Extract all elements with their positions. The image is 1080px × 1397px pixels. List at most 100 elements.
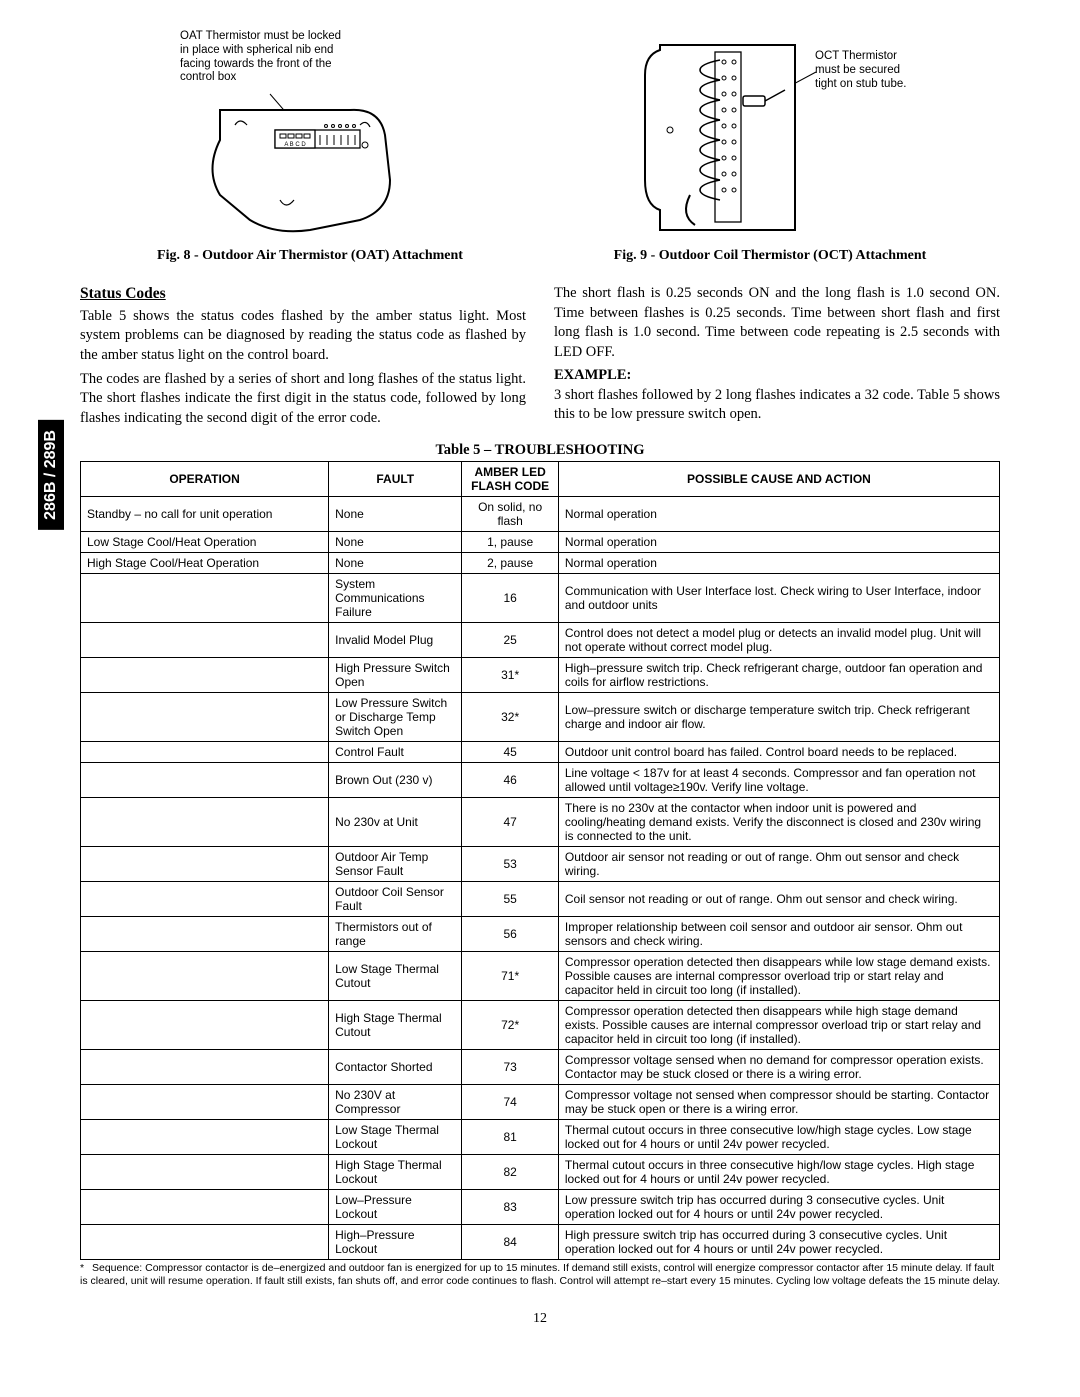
cell-action: High–pressure switch trip. Check refrige… [558, 658, 999, 693]
cell-code: 56 [462, 917, 558, 952]
cell-operation [81, 693, 329, 742]
cell-code: 71* [462, 952, 558, 1001]
cell-operation: Standby – no call for unit operation [81, 497, 329, 532]
body-columns: Status Codes Table 5 shows the status co… [80, 284, 1000, 428]
figure-8-note: OAT Thermistor must be locked in place w… [180, 30, 345, 85]
cell-code: On solid, no flash [462, 497, 558, 532]
th-action: POSSIBLE CAUSE AND ACTION [558, 462, 999, 497]
body-col-right: The short flash is 0.25 seconds ON and t… [554, 284, 1000, 428]
cell-fault: Outdoor Air Temp Sensor Fault [329, 847, 462, 882]
th-code: AMBER LED FLASH CODE [462, 462, 558, 497]
cell-code: 73 [462, 1050, 558, 1085]
figure-8-svg: OAT Thermistor must be locked in place w… [180, 30, 440, 240]
cell-code: 1, pause [462, 532, 558, 553]
table-5-title: Table 5 – TROUBLESHOOTING [80, 442, 1000, 459]
table-row: Low Stage Thermal Cutout71*Compressor op… [81, 952, 1000, 1001]
cell-code: 25 [462, 623, 558, 658]
cell-operation [81, 658, 329, 693]
cell-fault: Low Pressure Switch or Discharge Temp Sw… [329, 693, 462, 742]
cell-code: 74 [462, 1085, 558, 1120]
cell-fault: Low Stage Thermal Cutout [329, 952, 462, 1001]
cell-action: Compressor voltage sensed when no demand… [558, 1050, 999, 1085]
cell-fault: Control Fault [329, 742, 462, 763]
cell-operation [81, 1050, 329, 1085]
table-row: Low Pressure Switch or Discharge Temp Sw… [81, 693, 1000, 742]
table-row: Low Stage Thermal Lockout81Thermal cutou… [81, 1120, 1000, 1155]
cell-code: 81 [462, 1120, 558, 1155]
body-col-left: Status Codes Table 5 shows the status co… [80, 284, 526, 428]
figure-9-svg: OCT Thermistor must be secured tight on … [620, 30, 920, 240]
cell-code: 32* [462, 693, 558, 742]
cell-code: 47 [462, 798, 558, 847]
table-row: No 230v at Unit47There is no 230v at the… [81, 798, 1000, 847]
cell-action: Low pressure switch trip has occurred du… [558, 1190, 999, 1225]
table-row: No 230V at Compressor74Compressor voltag… [81, 1085, 1000, 1120]
table-row: High–Pressure Lockout84High pressure swi… [81, 1225, 1000, 1260]
cell-fault: High Pressure Switch Open [329, 658, 462, 693]
table-row: System Communications Failure16Communica… [81, 574, 1000, 623]
table-row: Outdoor Coil Sensor Fault55Coil sensor n… [81, 882, 1000, 917]
cell-fault: Brown Out (230 v) [329, 763, 462, 798]
cell-operation [81, 1120, 329, 1155]
cell-fault: No 230V at Compressor [329, 1085, 462, 1120]
cell-action: Normal operation [558, 532, 999, 553]
cell-code: 83 [462, 1190, 558, 1225]
cell-action: Low–pressure switch or discharge tempera… [558, 693, 999, 742]
cell-code: 46 [462, 763, 558, 798]
cell-fault: Thermistors out of range [329, 917, 462, 952]
table-row: Contactor Shorted73Compressor voltage se… [81, 1050, 1000, 1085]
table-row: Standby – no call for unit operationNone… [81, 497, 1000, 532]
table-row: High Stage Thermal Cutout72*Compressor o… [81, 1001, 1000, 1050]
cell-operation [81, 882, 329, 917]
cell-fault: High Stage Thermal Cutout [329, 1001, 462, 1050]
cell-operation [81, 1085, 329, 1120]
table-row: Thermistors out of range56Improper relat… [81, 917, 1000, 952]
table-row: High Stage Thermal Lockout82Thermal cuto… [81, 1155, 1000, 1190]
cell-operation [81, 1001, 329, 1050]
cell-operation [81, 1155, 329, 1190]
table-row: Outdoor Air Temp Sensor Fault53Outdoor a… [81, 847, 1000, 882]
svg-text:A B C D: A B C D [284, 142, 306, 148]
cell-code: 2, pause [462, 553, 558, 574]
cell-code: 84 [462, 1225, 558, 1260]
cell-fault: Contactor Shorted [329, 1050, 462, 1085]
cell-fault: Outdoor Coil Sensor Fault [329, 882, 462, 917]
table-footnote: *Sequence: Compressor contactor is de–en… [80, 1262, 1000, 1288]
cell-code: 45 [462, 742, 558, 763]
cell-operation [81, 847, 329, 882]
cell-fault: Invalid Model Plug [329, 623, 462, 658]
figure-9-note: OCT Thermistor must be secured tight on … [815, 50, 920, 91]
figure-9-box: OCT Thermistor must be secured tight on … [563, 30, 977, 264]
table-row: High Pressure Switch Open31*High–pressur… [81, 658, 1000, 693]
cell-action: Improper relationship between coil senso… [558, 917, 999, 952]
figures-row: OAT Thermistor must be locked in place w… [80, 30, 1000, 264]
cell-action: Outdoor air sensor not reading or out of… [558, 847, 999, 882]
cell-fault: System Communications Failure [329, 574, 462, 623]
cell-operation [81, 742, 329, 763]
cell-operation: High Stage Cool/Heat Operation [81, 553, 329, 574]
status-codes-heading: Status Codes [80, 284, 526, 305]
cell-action: Line voltage < 187v for at least 4 secon… [558, 763, 999, 798]
th-fault: FAULT [329, 462, 462, 497]
cell-action: Communication with User Interface lost. … [558, 574, 999, 623]
cell-action: Normal operation [558, 497, 999, 532]
cell-action: Compressor operation detected then disap… [558, 952, 999, 1001]
cell-fault: None [329, 532, 462, 553]
side-tab-model: 286B / 289B [38, 420, 64, 530]
cell-action: Coil sensor not reading or out of range.… [558, 882, 999, 917]
figure-8-caption: Fig. 8 - Outdoor Air Thermistor (OAT) At… [103, 248, 517, 264]
cell-fault: No 230v at Unit [329, 798, 462, 847]
cell-code: 31* [462, 658, 558, 693]
example-heading: EXAMPLE: [554, 366, 1000, 386]
cell-operation [81, 798, 329, 847]
figure-9-caption: Fig. 9 - Outdoor Coil Thermistor (OCT) A… [563, 248, 977, 264]
table-row: Control Fault45Outdoor unit control boar… [81, 742, 1000, 763]
cell-operation [81, 574, 329, 623]
cell-operation [81, 952, 329, 1001]
cell-code: 53 [462, 847, 558, 882]
cell-operation [81, 623, 329, 658]
cell-action: Compressor operation detected then disap… [558, 1001, 999, 1050]
cell-action: There is no 230v at the contactor when i… [558, 798, 999, 847]
cell-action: Compressor voltage not sensed when compr… [558, 1085, 999, 1120]
cell-fault: Low–Pressure Lockout [329, 1190, 462, 1225]
